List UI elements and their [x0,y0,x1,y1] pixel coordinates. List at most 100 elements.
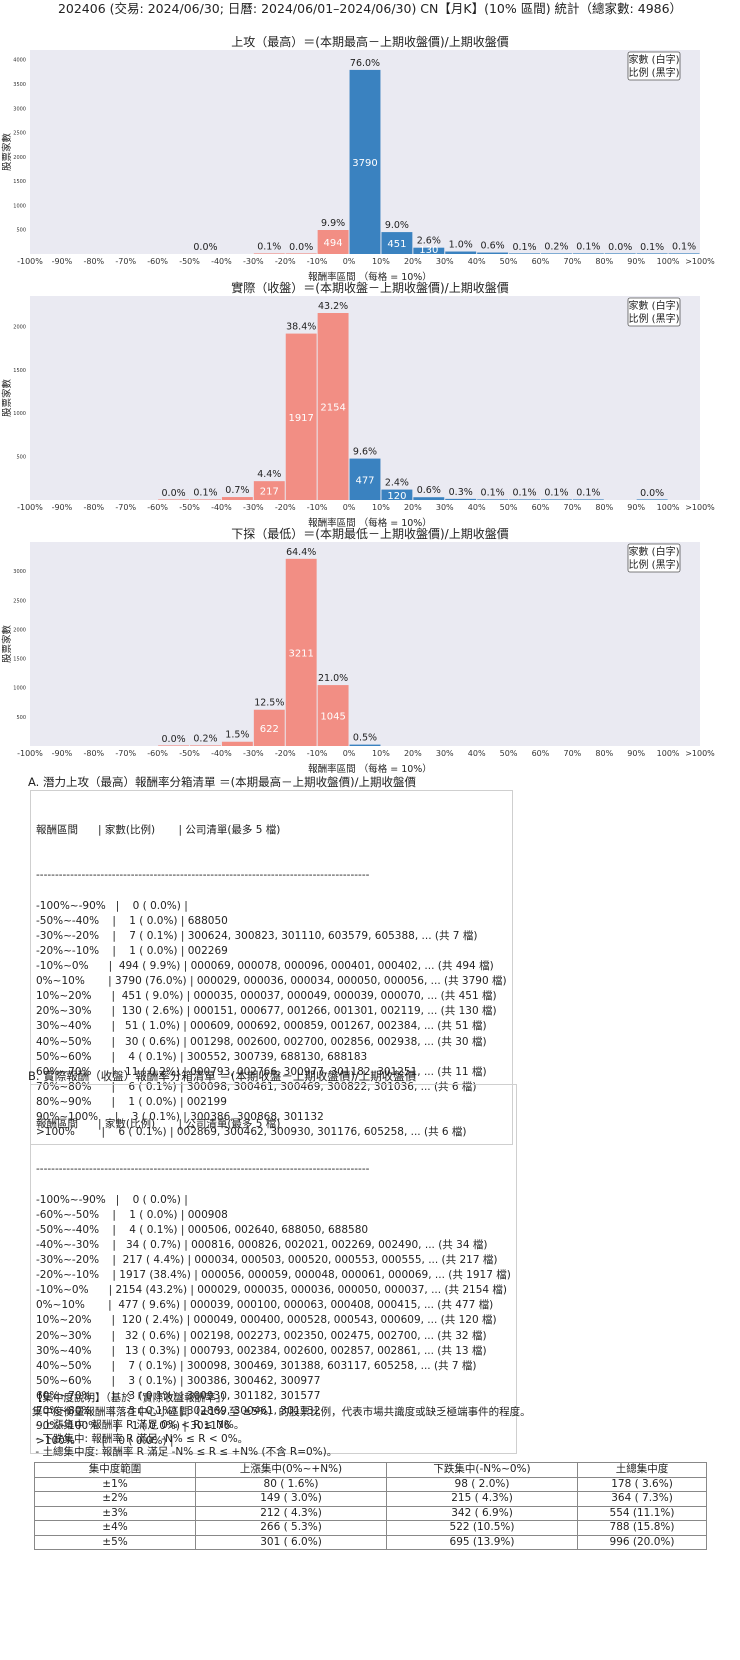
bar [285,558,317,746]
x-tick-label: 20% [404,503,422,512]
x-tick-label: -80% [83,503,104,512]
count-label: 217 [260,487,279,498]
listing-row: >100% | 6 ( 0.1%) | 002869, 300462, 3009… [36,1126,467,1139]
percent-label: 43.2% [318,301,348,312]
listing-row: 90%~100% | 3 ( 0.1%) | 300386, 300868, 3… [36,1110,324,1123]
y-tick-label: 1500 [13,179,26,185]
x-tick-label: 0% [343,503,356,512]
concentration-cell: 342 ( 6.9%) [386,1505,578,1521]
concentration-note-line: - 上漲集中: 報酬率 R 滿足 0% < R ≤ N%。 [32,1419,245,1431]
legend-line-1: 家數 (白字) [629,53,680,66]
x-tick-label: -90% [52,257,73,266]
bar [668,253,700,254]
x-tick-label: 70% [563,257,581,266]
bar [158,745,190,746]
count-label: 622 [260,724,279,735]
concentration-cell: 80 ( 1.6%) [195,1476,387,1492]
y-tick-label: 500 [16,228,26,234]
x-tick-label: >100% [685,257,715,266]
bar [253,709,285,746]
concentration-cell: ±5% [34,1534,196,1550]
section-b-listing: 報酬區間 | 家數(比例) | 公司清單(最多 5 檔) -----------… [30,1084,517,1455]
percent-label: 4.4% [257,469,281,480]
x-tick-label: -30% [243,257,264,266]
bar [636,499,668,500]
percent-label: 9.0% [385,220,409,231]
percent-label: 0.1% [576,488,600,499]
concentration-header-row: 集中度範圍 上漲集中(0%~+N%) 下跌集中(-N%~0%) 土總集中度 [34,1462,707,1478]
count-label: 494 [324,238,343,249]
percent-label: 0.0% [162,734,186,745]
x-tick-label: 10% [372,257,390,266]
listing-row: 20%~30% | 32 ( 0.6%) | 002198, 002273, 0… [36,1329,487,1342]
bar [317,685,349,746]
concentration-cell: ±3% [34,1505,196,1521]
x-tick-label: 100% [657,503,680,512]
percent-label: 0.1% [193,488,217,499]
percent-label: 0.2% [544,241,568,252]
chart-close: 實際（收盤）＝(本期收盤－上期收盤價)/上期收盤價 500 1000 1500 2000… [1,280,715,529]
x-tick-label: 20% [404,749,422,758]
concentration-cell: 522 (10.5%) [386,1520,578,1536]
x-tick-label: 40% [468,257,486,266]
x-tick-label: 60% [532,749,550,758]
percent-label: 0.6% [481,241,505,252]
legend-line-2: 比例 (黑字) [629,312,680,325]
x-tick-label: -40% [211,749,232,758]
concentration-cell: ±2% [34,1491,196,1507]
x-tick-label: 100% [657,257,680,266]
concentration-cell: 149 ( 3.0%) [195,1491,387,1507]
section-a-listing: 報酬區間 | 家數(比例) | 公司清單(最多 5 檔) -----------… [30,790,513,1146]
bar [509,499,540,500]
legend-line-1: 家數 (白字) [629,299,680,312]
listing-row: 30%~40% | 13 ( 0.3%) | 000793, 002384, 0… [36,1344,487,1357]
concentration-note-line: - 下跌集中: 報酬率 R 滿足 -N% ≤ R < 0%。 [32,1432,249,1445]
y-tick-label: 3500 [13,82,26,88]
listing-row: 50%~60% | 4 ( 0.1%) | 300552, 300739, 68… [36,1050,368,1063]
legend: 家數 (白字)比例 (黑字) [627,543,681,573]
y-tick-label: 4000 [13,58,26,64]
bar [253,481,285,500]
x-tick-label: -80% [83,749,104,758]
percent-label: 0.1% [512,488,536,499]
percent-label: 0.1% [257,242,281,253]
bar [190,745,221,746]
x-tick-label: -10% [307,503,328,512]
listing-row: -30%~-20% | 217 ( 4.4%) | 000034, 000503… [36,1254,498,1267]
concentration-cell: 695 (13.9%) [386,1534,578,1550]
x-tick-label: >100% [685,749,715,758]
concentration-cell: 788 (15.8%) [577,1520,707,1536]
x-tick-label: 40% [468,749,486,758]
concentration-header-cell: 土總集中度 [577,1462,707,1478]
concentration-header-cell: 下跌集中(-N%~0%) [386,1462,578,1478]
concentration-row: ±1% 80 ( 1.6%) 98 ( 2.0%) 178 ( 3.6%) [34,1476,707,1492]
bar [349,458,381,500]
concentration-cell: 215 ( 4.3%) [386,1491,578,1507]
x-tick-label: >100% [685,503,715,512]
concentration-cell: 212 ( 4.3%) [195,1505,387,1521]
percent-label: 9.6% [353,447,377,458]
count-label: 130 [419,245,438,256]
bar [349,744,381,746]
percent-label: 1.0% [449,240,473,251]
count-label: 1045 [320,712,345,723]
concentration-header-cell: 上漲集中(0%~+N%) [195,1462,387,1478]
y-tick-label: 500 [16,455,26,461]
x-tick-label: -40% [211,257,232,266]
x-tick-label: -50% [179,749,200,758]
legend-line-1: 家數 (白字) [629,545,680,558]
panel-title: 實際（收盤）＝(本期收盤－上期收盤價)/上期收盤價 [231,280,508,295]
panel-title: 上攻（最高）＝(本期最高－上期收盤價)/上期收盤價 [231,34,508,49]
x-tick-label: 30% [436,749,454,758]
bar [253,253,285,254]
bar [381,232,413,254]
concentration-cell: 266 ( 5.3%) [195,1520,387,1536]
section-a-title: A. 潛力上攻（最高）報酬率分箱清單 ＝(本期最高－上期收盤價)/上期收盤價 [28,775,416,789]
listing-row: -10%~0% | 2154 (43.2%) | 000029, 000035,… [36,1284,508,1297]
legend: 家數 (白字)比例 (黑字) [627,297,681,327]
x-tick-label: -100% [17,503,43,512]
percent-label: 38.4% [286,322,316,333]
bar [413,497,445,500]
x-tick-label: -20% [275,749,296,758]
bar [317,230,349,254]
